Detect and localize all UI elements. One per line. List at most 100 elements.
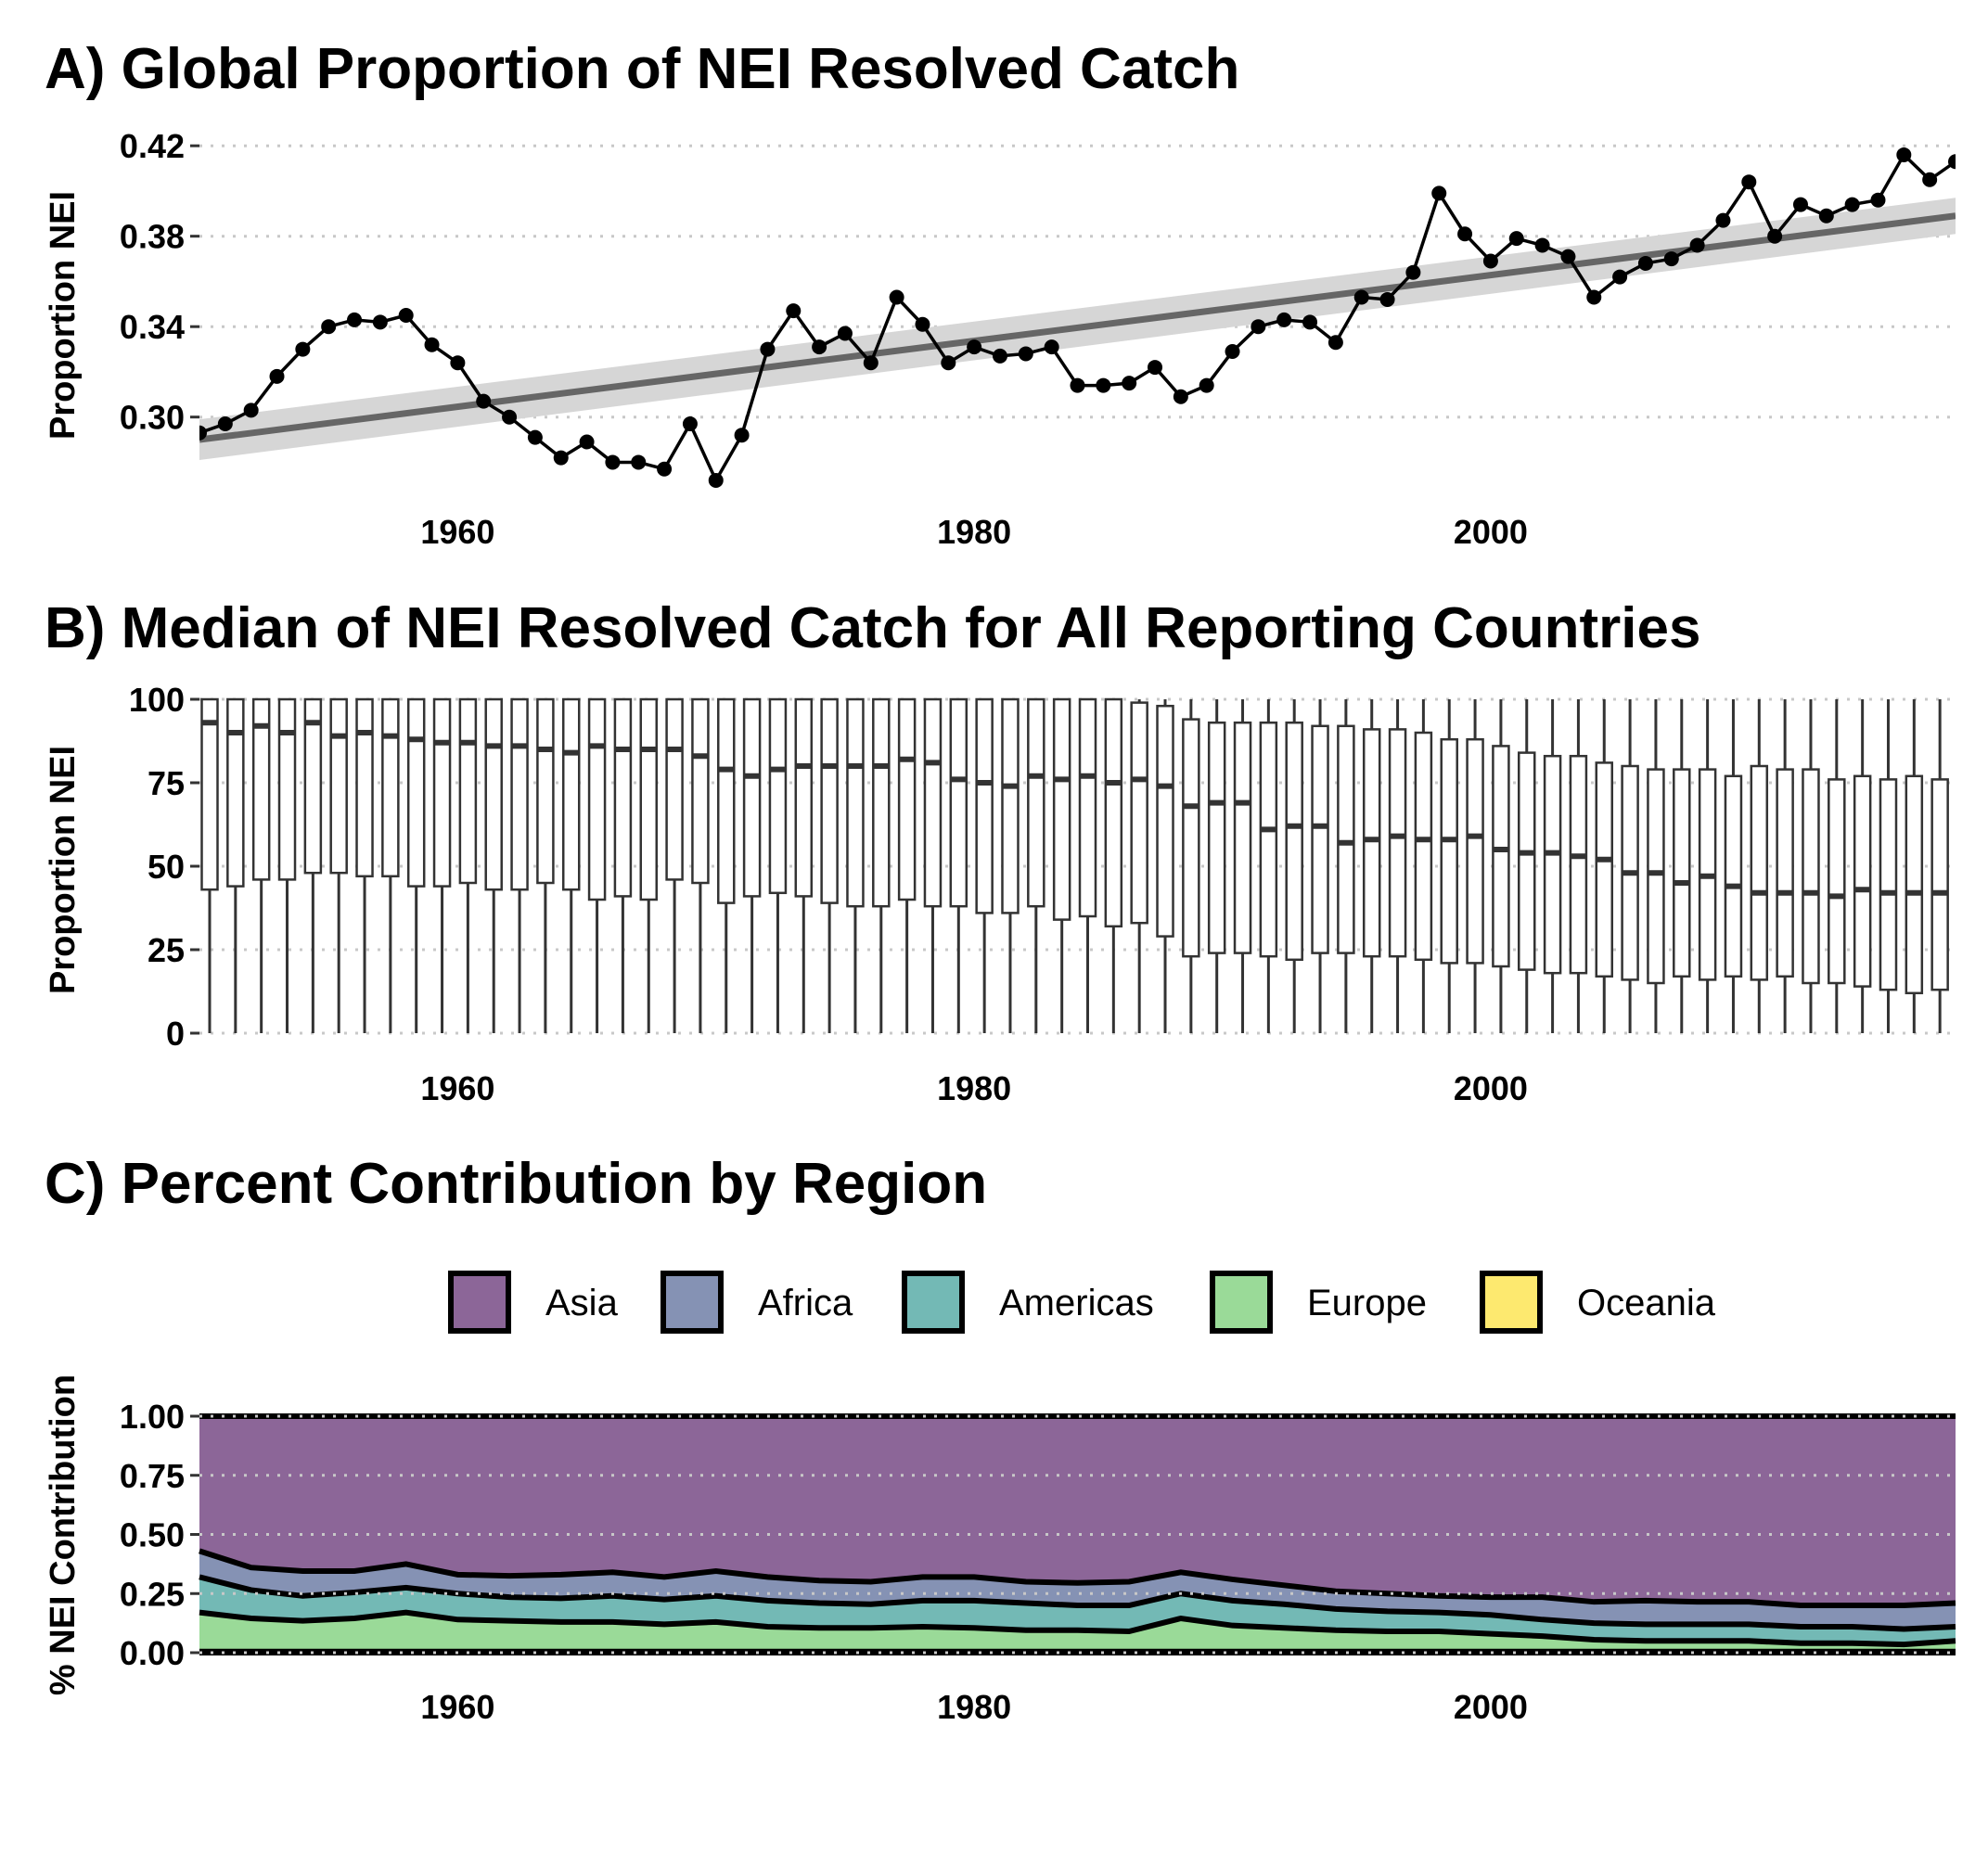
iqr-box: [1362, 728, 1381, 958]
y-tick-label: 1.00: [120, 1398, 185, 1436]
iqr-box: [200, 697, 219, 891]
area-americas: [199, 1577, 1956, 1645]
data-point: [1792, 197, 1808, 212]
data-point: [1663, 251, 1679, 267]
data-point: [553, 450, 569, 466]
iqr-box: [1466, 737, 1484, 965]
box: [1879, 699, 1898, 1033]
data-point: [450, 355, 466, 371]
data-point: [1586, 289, 1602, 305]
panel-c-ylabel: % NEI Contribution: [44, 1374, 83, 1695]
data-point: [295, 341, 311, 357]
box: [613, 697, 633, 1033]
panel-c-x-axis: 1960 1980 2000: [420, 1688, 1528, 1726]
data-point: [199, 425, 207, 441]
iqr-box: [1207, 721, 1226, 954]
panel-b-title: B) Median of NEI Resolved Catch for All …: [45, 596, 1701, 660]
x-tick-label: 2000: [1454, 1069, 1528, 1107]
panel-a-x-axis: 1960 1980 2000: [420, 513, 1528, 551]
data-point: [1044, 339, 1059, 355]
data-point: [1457, 226, 1473, 242]
iqr-box: [536, 697, 555, 885]
iqr-box: [1879, 778, 1898, 991]
data-point: [631, 454, 647, 470]
box: [355, 697, 374, 1033]
iqr-box: [794, 697, 814, 898]
iqr-box: [1930, 778, 1949, 991]
box: [1440, 699, 1458, 1033]
iqr-box: [1647, 768, 1665, 985]
data-point: [1251, 319, 1266, 335]
legend-label: Africa: [758, 1283, 853, 1323]
iqr-box: [975, 697, 994, 914]
x-tick-label: 2000: [1454, 513, 1528, 551]
iqr-box: [1337, 724, 1355, 954]
panel-b-x-axis: 1960 1980 2000: [420, 1069, 1528, 1107]
box: [1156, 699, 1174, 1033]
data-point: [1353, 289, 1369, 305]
box: [1285, 699, 1303, 1033]
data-point: [1896, 147, 1912, 162]
data-point: [708, 472, 724, 488]
data-point: [1767, 228, 1783, 244]
box: [1311, 699, 1329, 1033]
iqr-box: [820, 697, 839, 904]
iqr-box: [1569, 754, 1588, 975]
box: [1259, 699, 1278, 1033]
box: [561, 697, 581, 1033]
y-tick-label: 0.75: [120, 1457, 185, 1495]
iqr-box: [1440, 737, 1458, 965]
iqr-box: [1414, 731, 1433, 962]
panel-a: A) Global Proportion of NEI Resolved Cat…: [44, 37, 1956, 551]
iqr-box: [846, 697, 865, 908]
data-point: [1379, 291, 1395, 307]
box: [820, 697, 839, 1033]
legend-label: Americas: [999, 1283, 1154, 1323]
panel-c-plot-area: [199, 1413, 1956, 1655]
data-point: [1148, 360, 1163, 376]
iqr-box: [226, 697, 245, 888]
iqr-box: [1388, 728, 1407, 958]
box: [923, 697, 943, 1033]
box: [484, 697, 503, 1033]
iqr-box: [1104, 697, 1123, 928]
data-point: [1534, 237, 1550, 253]
box: [432, 697, 452, 1033]
y-tick-label: 0.38: [120, 218, 185, 256]
y-tick-label: 0.00: [120, 1634, 185, 1672]
iqr-box: [923, 697, 943, 908]
box: [1776, 699, 1794, 1033]
y-tick-label: 0.34: [120, 308, 185, 346]
box: [1621, 699, 1639, 1033]
iqr-box: [251, 697, 271, 881]
y-tick-label: 0.25: [120, 1575, 185, 1613]
iqr-box: [1311, 724, 1329, 954]
data-point: [1018, 346, 1033, 362]
box: [1569, 699, 1588, 1033]
iqr-box: [329, 697, 348, 875]
box: [639, 697, 658, 1033]
box: [1595, 699, 1614, 1033]
box: [1853, 699, 1872, 1033]
iqr-box: [1027, 697, 1045, 908]
iqr-box: [406, 697, 426, 888]
iqr-box: [1518, 751, 1536, 971]
data-point: [1096, 377, 1111, 393]
data-point: [321, 319, 337, 335]
box: [1207, 699, 1226, 1033]
box: [251, 697, 271, 1033]
iqr-box: [381, 697, 400, 878]
box: [846, 697, 865, 1033]
box: [794, 697, 814, 1033]
area-asia: [199, 1416, 1956, 1605]
data-point: [1276, 312, 1292, 327]
legend-swatch: [448, 1271, 511, 1334]
box: [277, 697, 297, 1033]
x-tick-label: 1960: [420, 1069, 494, 1107]
data-point: [476, 393, 492, 409]
y-tick-label: 75: [147, 764, 185, 802]
legend-item-europe: Europe: [1210, 1271, 1427, 1334]
iqr-box: [355, 697, 374, 878]
box: [1750, 699, 1769, 1033]
